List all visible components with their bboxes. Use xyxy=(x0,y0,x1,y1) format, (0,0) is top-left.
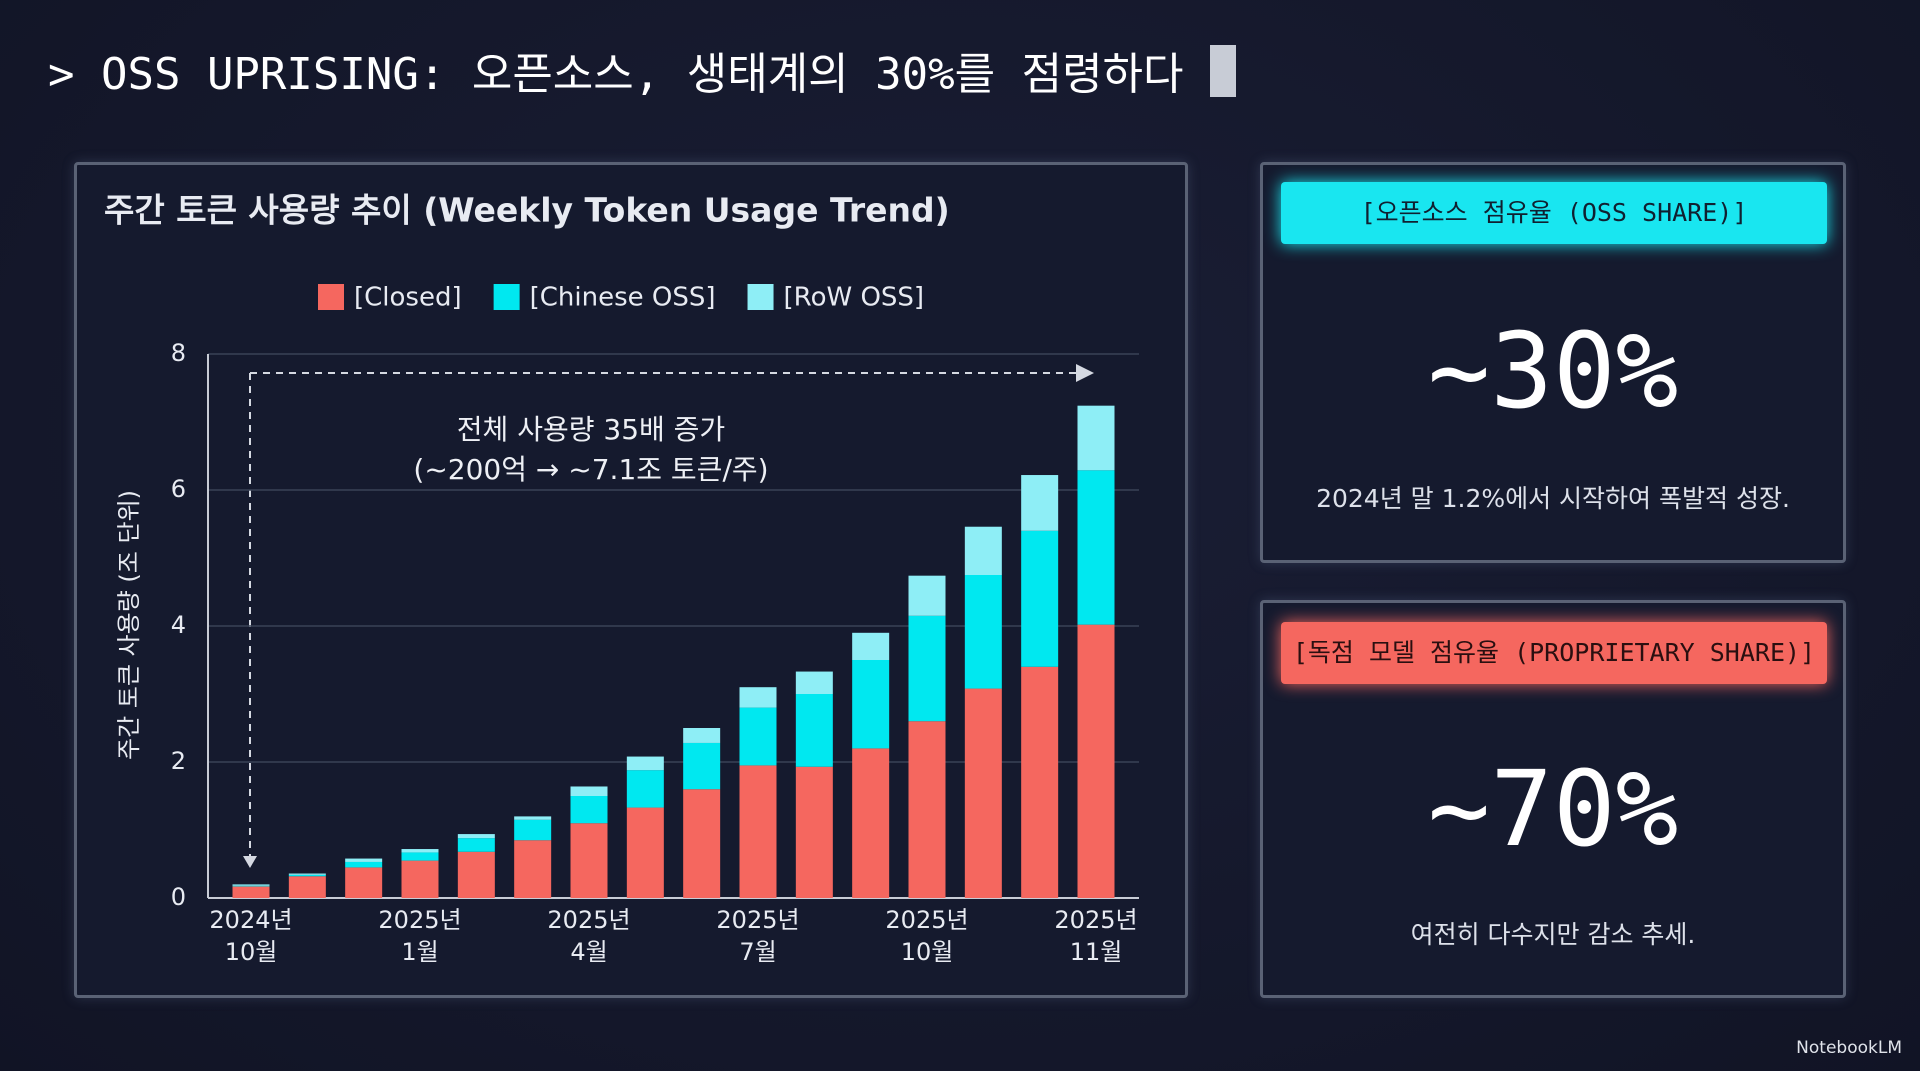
bar-segment xyxy=(739,765,777,898)
bar-segment xyxy=(1077,470,1115,625)
y-tick-label: 2 xyxy=(171,747,186,775)
arrow-head xyxy=(1076,364,1094,382)
title-text: > OSS UPRISING: 오픈소스, 생태계의 30%를 점령하다 xyxy=(48,49,1184,100)
bar-segment xyxy=(683,789,721,898)
card: [오픈소스 점유율 (OSS SHARE)] ~30% 2024년 말 1.2%… xyxy=(1260,162,1846,563)
bar-segment xyxy=(457,851,495,898)
chart-title: 주간 토큰 사용량 추이 (Weekly Token Usage Trend) xyxy=(104,191,950,230)
footer: NotebookLM xyxy=(1796,1038,1902,1058)
legend-label: [RoW OSS] xyxy=(784,283,925,313)
x-tick-label: 2025년 1월 xyxy=(378,906,462,966)
bar-segment xyxy=(345,858,383,862)
bar-segment xyxy=(739,687,777,708)
bar-segment xyxy=(514,816,552,820)
legend-label: [Closed] xyxy=(354,283,462,313)
bar-segment xyxy=(345,861,383,868)
bar-segment xyxy=(1077,405,1115,471)
bar-segment xyxy=(570,823,608,898)
bar-segment xyxy=(908,721,946,898)
card-header: [오픈소스 점유율 (OSS SHARE)] xyxy=(1281,182,1827,244)
bar-segment xyxy=(514,840,552,898)
x-tick-label: 2024년 10월 xyxy=(209,906,293,966)
bar-segment xyxy=(964,575,1002,689)
bar-segment xyxy=(288,874,326,877)
arrow-head xyxy=(243,856,257,868)
slide-title: > OSS UPRISING: 오픈소스, 생태계의 30%를 점령하다 xyxy=(48,38,1237,102)
bar-segment xyxy=(795,766,833,898)
bar-segment xyxy=(288,876,326,898)
x-tick-label: 2025년 7월 xyxy=(716,906,800,966)
bar-segment xyxy=(908,615,946,722)
legend-swatch xyxy=(747,284,774,310)
annotation-arrow xyxy=(249,372,1078,858)
card-value: ~30% xyxy=(1427,310,1679,432)
bar-segment xyxy=(964,526,1002,575)
bar-segment xyxy=(852,660,890,749)
bar-segment xyxy=(852,748,890,898)
bar-segment xyxy=(401,849,439,853)
bar-segment xyxy=(683,742,721,790)
bar-segment xyxy=(626,770,664,808)
x-tick-label: 2025년 4월 xyxy=(547,906,631,966)
bar-segment xyxy=(232,884,270,886)
y-axis-label: 주간 토큰 사용량 (조 단위) xyxy=(115,490,143,760)
bar-segment xyxy=(1021,530,1059,667)
card-description: 2024년 말 1.2%에서 시작하여 폭발적 성장. xyxy=(1316,484,1790,513)
bar-segment xyxy=(1021,666,1059,898)
bar-segment xyxy=(570,796,608,824)
x-tick-label: 2025년 10월 xyxy=(885,906,969,966)
bar-segment xyxy=(514,819,552,841)
bar-segment xyxy=(570,786,608,796)
legend-swatch xyxy=(493,284,520,310)
card-description: 여전히 다수지만 감소 추세. xyxy=(1410,920,1696,949)
bar-segment xyxy=(457,838,495,852)
bar-segment xyxy=(401,860,439,898)
card-header: [독점 모델 점유율 (PROPRIETARY SHARE)] xyxy=(1281,622,1827,684)
bar-segment xyxy=(626,756,664,771)
bar-segment xyxy=(401,852,439,861)
bar-segment xyxy=(683,728,721,743)
bar-segment xyxy=(795,671,833,694)
legend-swatch xyxy=(318,284,344,310)
bar-segment xyxy=(457,834,495,839)
x-tick-label: 2025년 11월 xyxy=(1054,906,1138,966)
bar-segment xyxy=(1021,475,1059,531)
bar-segment xyxy=(908,575,946,616)
legend-label: [Chinese OSS] xyxy=(530,283,716,313)
y-tick-label: 0 xyxy=(171,883,186,911)
bar-segment xyxy=(1077,624,1115,898)
card-value: ~70% xyxy=(1427,748,1679,870)
bar-segment xyxy=(288,873,326,875)
bar-segment xyxy=(739,707,777,766)
bar-segment xyxy=(964,688,1002,898)
card: [독점 모델 점유율 (PROPRIETARY SHARE)] ~70% 여전히… xyxy=(1260,600,1846,998)
bar-segment xyxy=(795,694,833,767)
cursor xyxy=(1210,45,1237,97)
bar-segment xyxy=(232,885,270,887)
y-tick-label: 8 xyxy=(171,339,186,367)
bar-segment xyxy=(232,886,270,898)
y-tick-label: 4 xyxy=(171,611,186,639)
bar-segment xyxy=(345,867,383,898)
bar-segment xyxy=(852,632,890,660)
y-tick-label: 6 xyxy=(171,475,186,503)
bar-segment xyxy=(626,807,664,898)
annotation: 전체 사용량 35배 증가 (~200억 → ~7.1조 토큰/주) xyxy=(413,413,769,486)
